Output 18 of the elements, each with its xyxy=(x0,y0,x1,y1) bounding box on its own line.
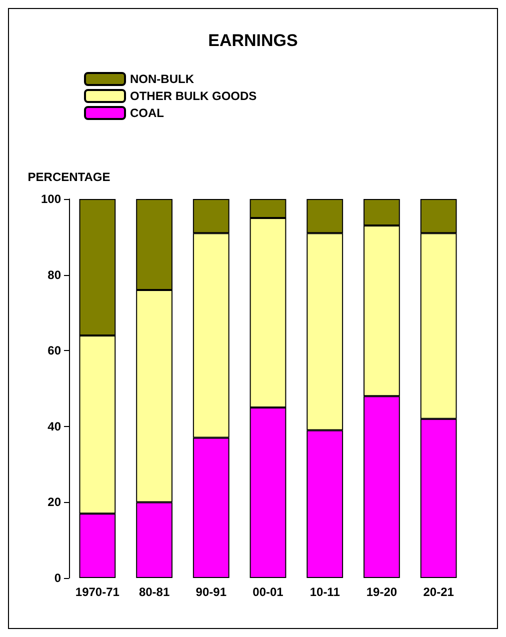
legend-label: NON-BULK xyxy=(130,72,194,86)
y-axis-title: PERCENTAGE xyxy=(28,170,110,184)
x-tick-label: 10-11 xyxy=(310,585,340,599)
x-tick-label: 1970-71 xyxy=(75,585,120,599)
x-tick-label: 80-81 xyxy=(138,585,170,599)
x-tick-label: 19-20 xyxy=(366,585,398,599)
y-tick-label: 80 xyxy=(48,268,62,282)
y-tick-label: 0 xyxy=(54,571,62,585)
y-tick-label: 60 xyxy=(48,344,62,358)
y-tick-label: 40 xyxy=(48,419,62,434)
chart-title: EARNINGS xyxy=(208,31,298,50)
y-tick-label: 20 xyxy=(48,495,62,510)
y-tick-label: 100 xyxy=(40,192,62,206)
x-tick-label: 00-01 xyxy=(252,585,284,599)
x-tick-label: 90-91 xyxy=(196,585,227,599)
legend-label: COAL xyxy=(130,106,164,120)
legend-label: OTHER BULK GOODS xyxy=(130,89,257,103)
x-tick-label: 20-21 xyxy=(423,585,454,599)
